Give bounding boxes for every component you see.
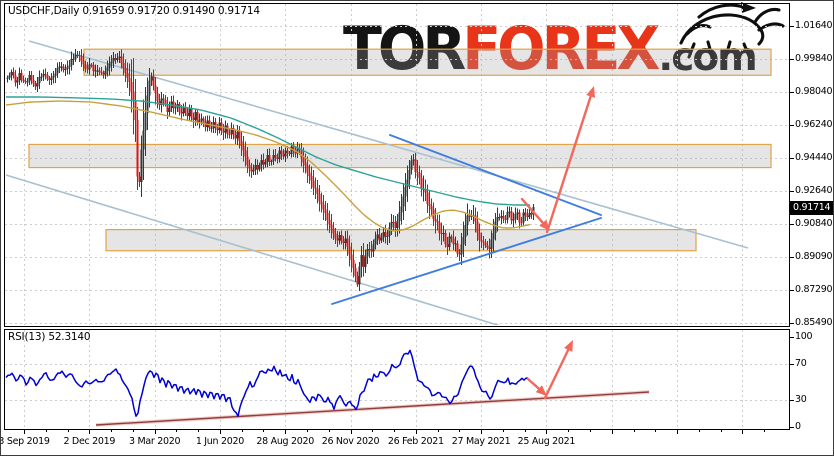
ma-fast-line: [5, 100, 531, 232]
current-price-tag: 0.91714: [790, 201, 833, 215]
symbol-ohlc-info: USDCHF,Daily 0.91659 0.91720 0.91490 0.9…: [8, 5, 260, 17]
time-axis-label: 27 May 2021: [451, 436, 511, 447]
rsi-axis-label: 30: [795, 394, 807, 405]
rsi-axis-label: 0: [795, 421, 801, 432]
price-axis-label: 0.92640: [795, 185, 833, 196]
time-axis-label: 1 Jun 2020: [195, 436, 244, 447]
time-axis-label: 26 Feb 2021: [387, 436, 444, 447]
time-axis-label: 26 Nov 2020: [321, 436, 380, 447]
channel-trendlines: [5, 40, 749, 325]
zone-rect: [83, 48, 772, 76]
time-axis-label: 3 Mar 2020: [129, 436, 181, 447]
price-axis-label: 0.96240: [795, 119, 833, 130]
logo-forex: FOREX: [462, 14, 660, 83]
zone-rect: [28, 143, 772, 169]
time-axis-label: 28 Aug 2020: [256, 436, 314, 447]
rsi-axis-label: 70: [795, 358, 807, 369]
price-axis-label: 0.87290: [795, 284, 833, 295]
time-axis-label: 25 Aug 2021: [517, 436, 576, 447]
rsi-axis-label: 100: [795, 331, 813, 342]
ma-slow-line: [6, 96, 530, 206]
rsi-indicator-label: RSI(13) 52.3140: [8, 331, 91, 343]
moving-averages: [5, 96, 531, 232]
candles-group: [6, 49, 535, 291]
panel-borders: [4, 3, 790, 430]
price-axis-label: 0.94440: [795, 152, 833, 163]
time-axis-label: 3 Sep 2019: [0, 436, 50, 447]
price-axis-label: 0.90840: [795, 218, 833, 229]
price-axis-label: 0.89090: [795, 251, 833, 262]
time-axis-label: 2 Dec 2019: [63, 436, 116, 447]
logo-tor: TOR: [343, 14, 466, 83]
price-axis-label: 0.85490: [795, 317, 833, 328]
price-axis-label: 0.99840: [795, 53, 833, 64]
forecast-arrows: [520, 86, 596, 234]
axis-ticks: [24, 26, 794, 434]
price-axis-label: 1.01640: [795, 20, 833, 31]
price-axis-label: 0.98040: [795, 86, 833, 97]
rsi-line: [5, 349, 529, 417]
rsi-forecast-arrows: [526, 340, 573, 400]
rsi-group: [5, 349, 650, 427]
triangle-pattern-lines: [331, 134, 602, 305]
